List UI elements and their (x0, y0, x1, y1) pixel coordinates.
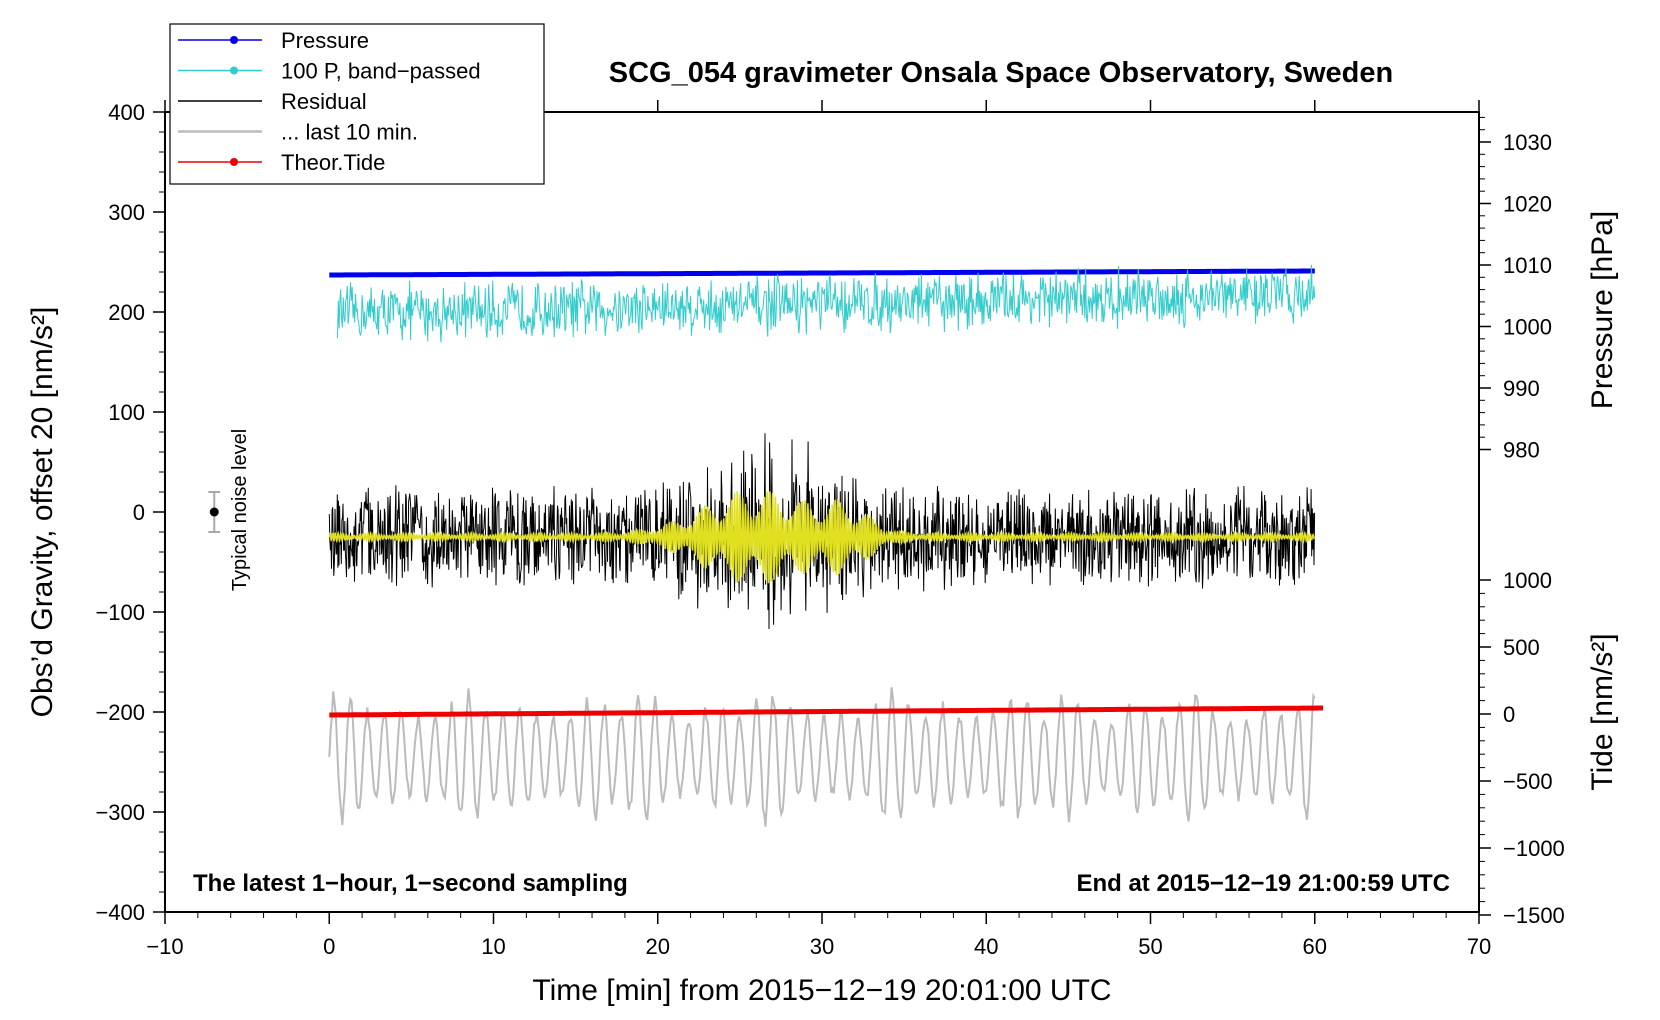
pressure-tick-label: 1030 (1503, 130, 1552, 155)
series-last-10-min (328, 687, 1316, 827)
series-band-passed (337, 264, 1316, 343)
tide-tick-label: 500 (1503, 635, 1540, 660)
y-tick-label: 200 (108, 300, 145, 325)
y-tick-label: −100 (95, 600, 145, 625)
legend-box (169, 23, 545, 185)
annotation-right: End at 2015−12−19 21:00:59 UTC (1076, 870, 1450, 897)
x-tick-label: 10 (481, 934, 505, 959)
noise-level-label: Typical noise level (229, 429, 251, 591)
y-tick-label: 400 (108, 100, 145, 125)
legend-item: Pressure (178, 28, 369, 53)
y-axis-ticks: 400 300 200 100 0 −100 −200 −300 −400 (95, 100, 165, 925)
tide-tick-label: 0 (1503, 702, 1515, 727)
noise-point (209, 507, 219, 517)
legend-label: 100 P, band−passed (281, 59, 481, 84)
series-filtered-residual (328, 491, 1316, 584)
x-tick-label: 70 (1467, 934, 1491, 959)
y-axis-title-pressure: Pressure [hPa] (1586, 211, 1619, 409)
series-layer (328, 264, 1323, 827)
legend-marker (230, 158, 238, 166)
legend-label: Residual (281, 89, 367, 114)
legend-label: Theor.Tide (281, 150, 385, 175)
x-axis-ticks: −10 0 10 20 30 40 50 60 70 (146, 100, 1491, 959)
pressure-tick-label: 1010 (1503, 253, 1552, 278)
x-tick-label: 0 (323, 934, 335, 959)
legend-label: ... last 10 min. (281, 120, 418, 145)
y-tick-label: 100 (108, 400, 145, 425)
chart-title: SCG_054 gravimeter Onsala Space Observat… (609, 57, 1393, 89)
x-tick-label: 30 (810, 934, 834, 959)
legend-marker (230, 66, 238, 75)
legend-item: Residual (178, 89, 367, 114)
x-tick-label: 50 (1138, 934, 1162, 959)
annotation-left: The latest 1−hour, 1−second sampling (193, 870, 628, 897)
pressure-tick-label: 990 (1503, 376, 1540, 401)
tide-tick-label: 1000 (1503, 568, 1552, 593)
x-axis-title: Time [min] from 2015−12−19 20:01:00 UTC (532, 974, 1111, 1007)
x-tick-label: −10 (146, 934, 183, 959)
y-tick-label: −300 (95, 800, 145, 825)
tide-tick-label: −500 (1503, 769, 1553, 794)
y-axis-title-tide: Tide [nm/s²] (1586, 633, 1619, 790)
legend: Pressure 100 P, band−passed Residual ... la… (169, 23, 545, 185)
series-theoretical-tide (329, 705, 1323, 718)
pressure-axis-ticks: 1030 1020 1010 1000 990 980 (1479, 116, 1552, 463)
series-pressure (329, 268, 1315, 278)
tide-axis-ticks: 1000 500 0 −500 −1000 −1500 (1479, 568, 1565, 928)
y-axis-title-left: Obs’d Gravity, offset 20 [nm/s²] (26, 307, 59, 718)
legend-label: Pressure (281, 28, 369, 53)
x-tick-label: 20 (646, 934, 670, 959)
x-tick-label: 40 (974, 934, 998, 959)
tide-tick-label: −1000 (1503, 836, 1565, 861)
x-tick-label: 60 (1303, 934, 1327, 959)
pressure-tick-label: 980 (1503, 438, 1540, 463)
noise-level-marker (208, 491, 221, 533)
y-tick-label: 0 (133, 500, 145, 525)
y-tick-label: −400 (95, 900, 145, 925)
y-tick-label: −200 (95, 700, 145, 725)
legend-marker (230, 36, 238, 44)
legend-item: ... last 10 min. (178, 120, 418, 145)
tide-tick-label: −1500 (1503, 903, 1565, 928)
pressure-tick-label: 1000 (1503, 315, 1552, 340)
pressure-tick-label: 1020 (1503, 192, 1552, 217)
legend-item: 100 P, band−passed (178, 59, 481, 84)
y-tick-label: 300 (108, 200, 145, 225)
legend-item: Theor.Tide (178, 150, 385, 175)
